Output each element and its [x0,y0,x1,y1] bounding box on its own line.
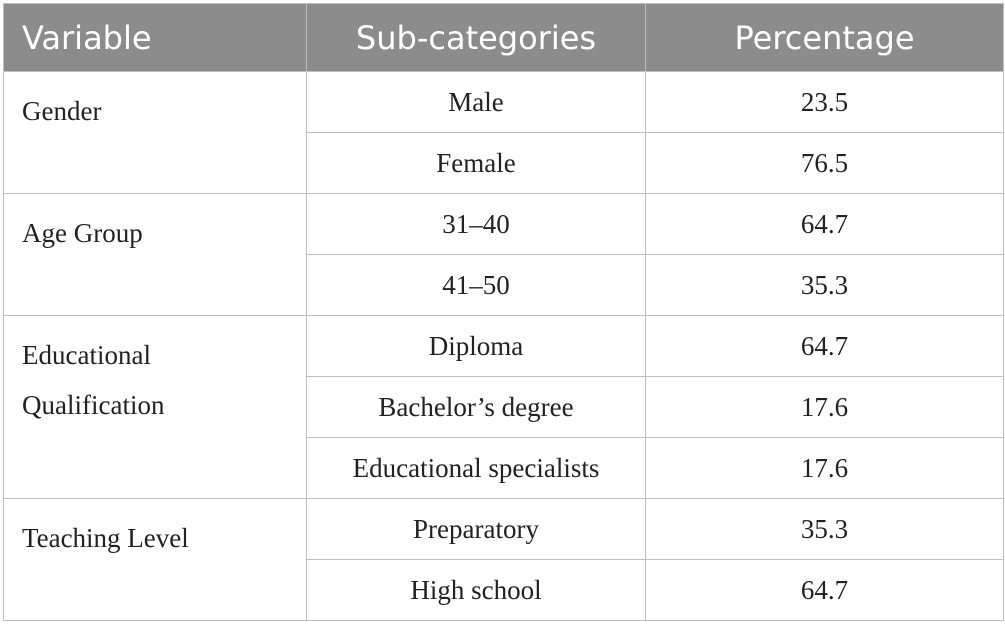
subcategory-cell: 31–40 [306,193,646,255]
header-subcategories: Sub-categories [306,3,646,72]
table-row: Gender Male 23.5 [3,71,1004,194]
variable-cell-educational-qualification: Educational Qualification [3,315,307,499]
table-row: High school 64.7 [4,559,1004,621]
subcategory-cell: Diploma [306,315,646,377]
variable-cell-gender: Gender [3,71,307,194]
percentage-cell: 64.7 [645,193,1004,255]
subcategory-cell: Bachelor’s degree [306,376,646,438]
table-row: Educational Qualification Diploma 64.7 [3,315,1004,499]
table-row: Teaching Level Preparatory 35.3 [3,498,1004,621]
header-percentage: Percentage [645,3,1004,72]
demographics-table: Variable Sub-categories Percentage Gende… [3,3,1004,621]
subcategory-cell: Male [306,71,646,133]
variable-cell-age-group: Age Group [3,193,307,316]
table-header: Variable Sub-categories Percentage [3,3,1004,72]
table-row: Female 76.5 [4,132,1004,194]
table-body: Gender Male 23.5 Female 76.5 Age Group 3… [3,71,1004,621]
percentage-cell: 17.6 [645,376,1004,438]
percentage-cell: 17.6 [645,437,1004,499]
header-row: Variable Sub-categories Percentage [3,3,1004,72]
variable-label: Age Group [22,218,143,248]
percentage-cell: 23.5 [645,71,1004,133]
percentage-cell: 64.7 [645,559,1004,621]
variable-label: Gender [22,96,102,126]
subcategory-cell: Female [306,132,646,194]
subcategory-cell: 41–50 [306,254,646,316]
table-row: Age Group 31–40 64.7 [3,193,1004,316]
variable-cell-teaching-level: Teaching Level [3,498,307,621]
subcategory-cell: High school [306,559,646,621]
subcategory-cell: Educational specialists [306,437,646,499]
percentage-cell: 35.3 [645,254,1004,316]
variable-label: Teaching Level [22,523,189,553]
subcategory-cell: Preparatory [306,498,646,560]
header-variable: Variable [3,3,307,72]
variable-label: Educational Qualification [22,340,165,420]
percentage-cell: 35.3 [645,498,1004,560]
percentage-cell: 64.7 [645,315,1004,377]
percentage-cell: 76.5 [645,132,1004,194]
